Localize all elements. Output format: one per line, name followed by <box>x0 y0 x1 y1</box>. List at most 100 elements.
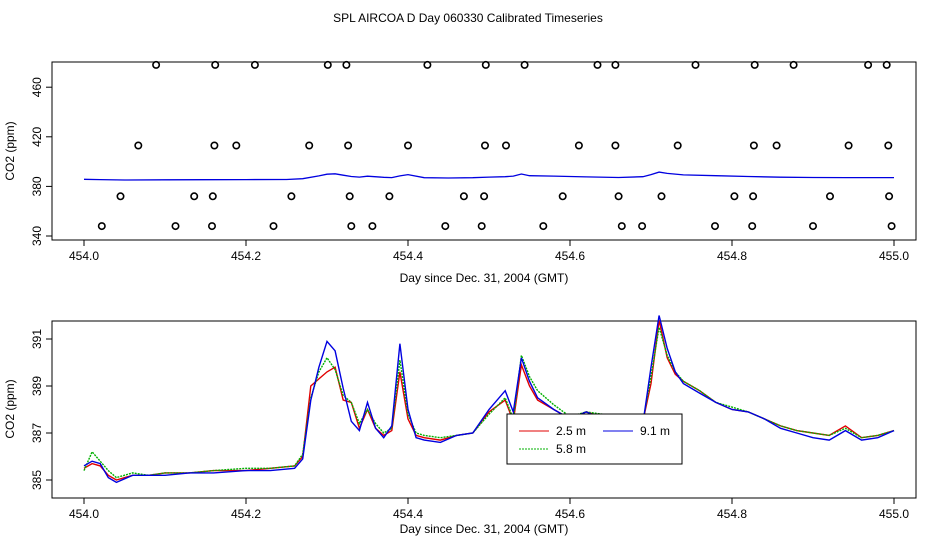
top-scatter-points <box>97 60 896 231</box>
y-tick-label: 460 <box>30 77 44 97</box>
legend-label-2-5m: 2.5 m <box>556 424 586 438</box>
series-line-9-1-m <box>83 315 895 484</box>
bottom-y-axis-label: CO2 (ppm) <box>3 379 17 438</box>
bottom-panel: 454.0 454.2 454.4 454.6 454.8 455.0 385 387 389… <box>3 315 917 536</box>
scatter-point <box>673 141 682 150</box>
scatter-point <box>345 192 354 201</box>
x-tick-label: 454.8 <box>717 249 747 263</box>
scatter-point <box>134 141 143 150</box>
scatter-point <box>710 222 719 231</box>
bottom-series <box>83 315 895 484</box>
legend-label-9-1m: 9.1 m <box>640 424 670 438</box>
scatter-point <box>344 141 353 150</box>
scatter-point <box>250 60 259 69</box>
legend-label-5-8m: 5.8 m <box>556 442 586 456</box>
scatter-point <box>638 222 647 231</box>
scatter-point <box>885 192 894 201</box>
scatter-point <box>403 141 412 150</box>
scatter-point <box>305 141 314 150</box>
x-tick-label: 454.8 <box>717 507 747 521</box>
x-tick-label: 455.0 <box>879 249 909 263</box>
scatter-point <box>750 60 759 69</box>
scatter-point <box>789 60 798 69</box>
x-tick-label: 455.0 <box>879 507 909 521</box>
scatter-point <box>208 222 217 231</box>
scatter-point <box>347 222 356 231</box>
scatter-point <box>385 192 394 201</box>
scatter-point <box>152 60 161 69</box>
scatter-point <box>459 192 468 201</box>
x-tick-label: 454.2 <box>231 249 261 263</box>
bottom-x-ticks: 454.0 454.2 454.4 454.6 454.8 455.0 <box>69 498 909 521</box>
bottom-plot-frame <box>51 320 917 499</box>
scatter-point <box>844 141 853 150</box>
scatter-point <box>210 141 219 150</box>
y-tick-label: 380 <box>30 176 44 196</box>
scatter-point <box>368 222 377 231</box>
top-y-ticks: 340 380 420 460 <box>30 77 52 246</box>
x-tick-label: 454.0 <box>69 249 99 263</box>
legend: 2.5 m 5.8 m 9.1 m <box>506 413 683 465</box>
scatter-point <box>825 192 834 201</box>
scatter-point <box>887 222 896 231</box>
scatter-point <box>501 141 510 150</box>
top-x-ticks: 454.0 454.2 454.4 454.6 454.8 455.0 <box>69 240 909 263</box>
top-plot-frame <box>51 61 917 241</box>
scatter-point <box>97 222 106 231</box>
scatter-point <box>171 222 180 231</box>
x-tick-label: 454.4 <box>393 249 423 263</box>
scatter-point <box>864 60 873 69</box>
scatter-point <box>748 222 757 231</box>
series-line-5-8-m <box>83 327 895 479</box>
scatter-point <box>574 141 583 150</box>
figure-title: SPL AIRCOA D Day 060330 Calibrated Times… <box>333 11 603 25</box>
scatter-point <box>477 222 486 231</box>
scatter-point <box>772 141 781 150</box>
scatter-point <box>481 60 490 69</box>
top-line-series <box>83 171 894 181</box>
y-tick-label: 340 <box>30 226 44 246</box>
top-y-axis-label: CO2 (ppm) <box>3 121 17 180</box>
scatter-point <box>480 192 489 201</box>
scatter-point <box>657 192 666 201</box>
scatter-point <box>730 192 739 201</box>
top-x-axis-label: Day since Dec. 31, 2004 (GMT) <box>400 271 569 285</box>
scatter-point <box>480 141 489 150</box>
scatter-point <box>287 192 296 201</box>
scatter-point <box>749 141 758 150</box>
y-tick-label: 385 <box>30 470 44 490</box>
bottom-y-ticks: 385 387 389 391 <box>30 329 52 490</box>
scatter-point <box>614 192 623 201</box>
top-co2-line <box>83 171 894 181</box>
scatter-point <box>749 192 758 201</box>
x-tick-label: 454.2 <box>231 507 261 521</box>
scatter-point <box>611 60 620 69</box>
scatter-point <box>611 141 620 150</box>
scatter-point <box>884 141 893 150</box>
scatter-point <box>558 192 567 201</box>
scatter-point <box>116 192 125 201</box>
scatter-point <box>342 60 351 69</box>
scatter-point <box>323 60 332 69</box>
y-tick-label: 389 <box>30 376 44 396</box>
y-tick-label: 387 <box>30 423 44 443</box>
x-tick-label: 454.6 <box>555 249 585 263</box>
scatter-point <box>269 222 278 231</box>
x-tick-label: 454.6 <box>555 507 585 521</box>
scatter-point <box>808 222 817 231</box>
x-tick-label: 454.0 <box>69 507 99 521</box>
legend-box <box>506 413 683 465</box>
y-tick-label: 391 <box>30 329 44 349</box>
x-tick-label: 454.4 <box>393 507 423 521</box>
scatter-point <box>208 192 217 201</box>
scatter-point <box>593 60 602 69</box>
scatter-point <box>520 60 529 69</box>
scatter-point <box>882 60 891 69</box>
scatter-point <box>232 141 241 150</box>
scatter-point <box>691 60 700 69</box>
y-tick-label: 420 <box>30 126 44 146</box>
scatter-point <box>539 222 548 231</box>
scatter-point <box>617 222 626 231</box>
series-line-2-5-m <box>83 320 895 481</box>
